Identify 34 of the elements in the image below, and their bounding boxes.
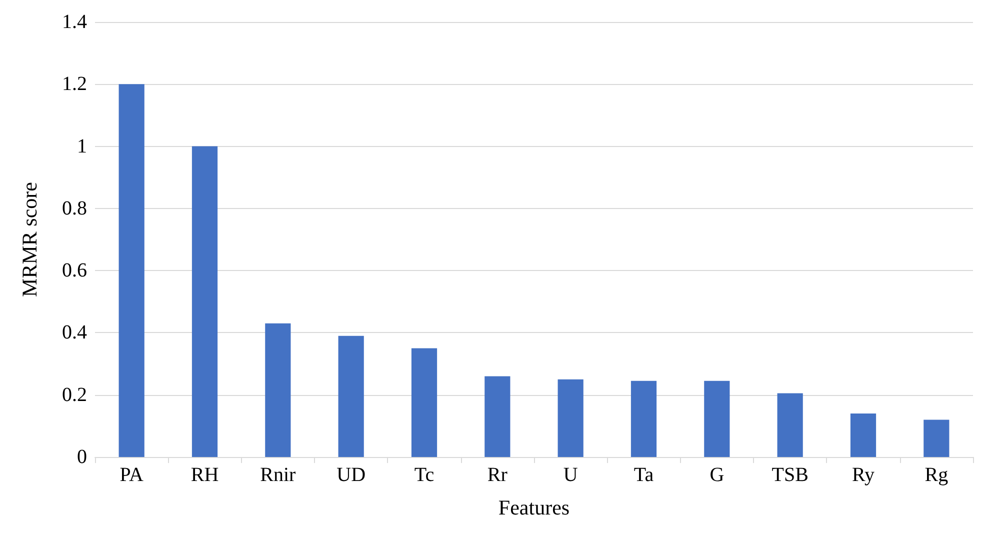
bar [118,84,144,457]
bar [777,393,803,457]
y-tick-label: 1 [77,135,87,158]
x-tick-label: TSB [772,464,808,486]
x-tick-label: PA [120,464,144,486]
x-tick-label: Tc [414,464,434,486]
x-axis-title: Features [498,496,570,520]
x-tick-label: U [563,464,578,486]
y-tick-label: 1.4 [62,11,87,33]
bar [704,380,730,457]
y-tick-label: 0.4 [62,322,87,344]
bar [484,376,510,457]
y-axis-title: MRMR score [18,182,42,297]
x-tick-label: Ta [634,464,654,486]
x-tick-label: Rg [924,464,948,486]
bar [924,420,950,457]
y-tick-label: 0.8 [62,197,87,220]
bar [558,379,584,457]
bar [192,146,218,457]
y-tick-label: 1.2 [62,73,87,96]
x-tick-label: G [710,464,724,486]
x-tick-label: Ry [852,464,875,486]
x-tick-label: Rr [487,464,508,486]
bar [850,414,876,457]
bar [265,323,291,457]
x-tick-label: Rnir [260,464,296,486]
bar [338,336,364,457]
x-tick-label: RH [190,464,219,486]
x-tick-label: UD [336,464,366,486]
bar [630,380,657,457]
y-tick-label: 0 [77,446,87,468]
bar [411,348,438,457]
y-tick-label: 0.6 [62,260,87,282]
y-tick-label: 0.2 [62,384,87,406]
